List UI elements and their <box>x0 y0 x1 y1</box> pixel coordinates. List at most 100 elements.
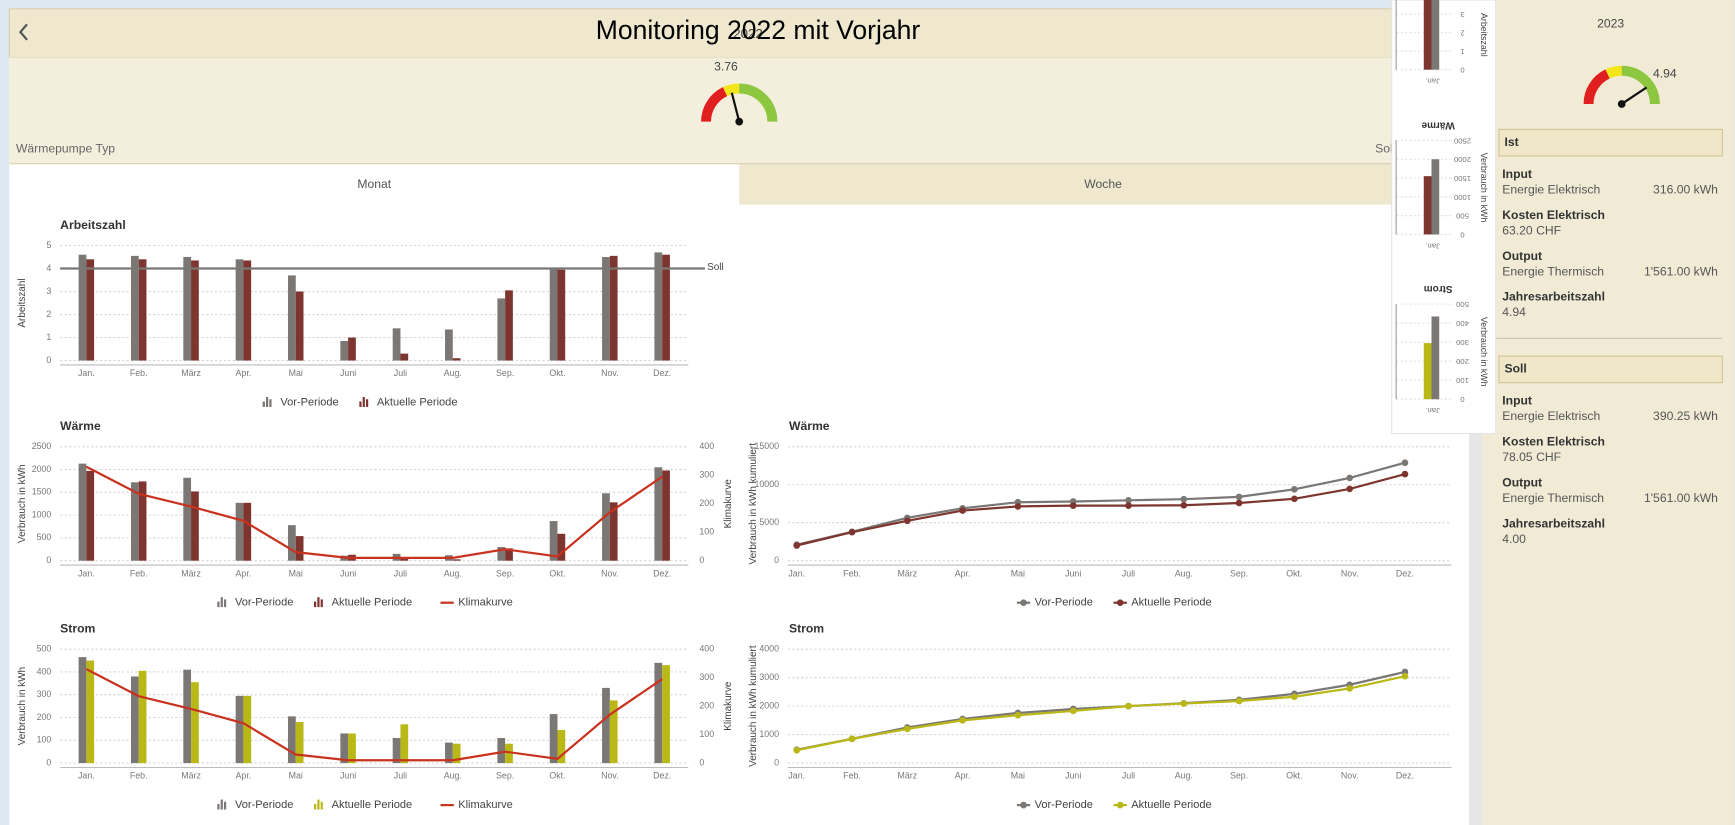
data-point <box>793 542 801 549</box>
data-point <box>959 507 966 514</box>
y2-tick-label: 100 <box>699 729 714 739</box>
x-tick-label: Okt. <box>549 568 565 578</box>
y-tick-label: 1 <box>46 332 51 342</box>
bar <box>348 733 356 764</box>
bar <box>183 257 192 361</box>
y-tick-label: 2000 <box>759 700 779 710</box>
x-tick-label: Okt. <box>1286 568 1302 578</box>
data-point <box>1346 485 1353 493</box>
data-line <box>85 668 663 762</box>
item-amount: 1'561.00 kWh <box>1644 264 1718 278</box>
section-title: Ist <box>1504 135 1518 149</box>
bar <box>557 269 566 361</box>
chart-title: Strom <box>789 621 824 635</box>
x-tick-label: Aug. <box>1175 568 1193 578</box>
x-tick-label: Nov. <box>1341 568 1358 578</box>
item-label: Input <box>1502 167 1532 181</box>
overlay-tick-label: 3 <box>1460 10 1464 19</box>
y2-tick-label: 300 <box>699 672 714 682</box>
item-label: Kosten Elektrisch <box>1502 435 1605 449</box>
data-point <box>1069 502 1077 509</box>
overlay-bar <box>1423 0 1432 70</box>
bar <box>549 268 558 361</box>
y-axis-label: Verbrauch in kWh <box>17 465 28 543</box>
bar <box>505 548 513 561</box>
item-detail: Energie Elektrisch <box>1502 182 1600 196</box>
overlay-tick-label: 300 <box>1456 338 1469 347</box>
item-detail: Energie Thermisch <box>1502 264 1604 278</box>
bar <box>602 493 610 561</box>
data-point <box>1291 693 1298 701</box>
x-tick-label: Feb. <box>130 368 148 378</box>
legend-label: Aktuelle Periode <box>1131 597 1211 609</box>
item-label: Kosten Elektrisch <box>1502 208 1605 222</box>
x-tick-label: Jan. <box>78 568 95 578</box>
tab-label[interactable]: Monat <box>357 177 391 191</box>
item-label: Output <box>1502 249 1542 263</box>
overlay-tick-label: 2500 <box>1454 136 1471 145</box>
x-tick-label: Mai <box>289 568 303 578</box>
x-tick-label: Feb. <box>843 568 861 578</box>
data-point <box>1125 702 1132 710</box>
legend-label: Aktuelle Periode <box>377 396 457 408</box>
x-tick-label: Aug. <box>444 771 462 781</box>
x-tick-label: Apr. <box>236 368 252 378</box>
bar <box>445 329 453 361</box>
bar <box>86 660 95 764</box>
bar <box>130 482 139 561</box>
gauge-arc <box>701 87 728 122</box>
bar <box>654 252 663 361</box>
y-tick-label: 400 <box>37 666 52 676</box>
x-tick-label: Feb. <box>130 771 148 781</box>
x-tick-label: Feb. <box>130 568 148 578</box>
bar <box>400 724 409 764</box>
gauge-hub <box>735 117 744 126</box>
data-point <box>1180 501 1188 509</box>
x-tick-label: Apr. <box>236 771 252 781</box>
bar <box>662 254 670 361</box>
x-tick-label: März <box>181 771 201 781</box>
chart-title: Arbeitszahl <box>60 218 126 232</box>
x-tick-label: Nov. <box>601 368 619 378</box>
y-tick-label: 0 <box>774 555 779 565</box>
x-tick-label: Mai <box>1011 568 1025 578</box>
bar <box>78 657 87 764</box>
y-tick-label: 200 <box>37 712 52 722</box>
data-line <box>796 461 1406 546</box>
data-line <box>796 473 1406 547</box>
legend-swatch <box>223 801 227 810</box>
section-header <box>1498 355 1723 384</box>
item-label: Jahresarbeitszahl <box>1502 290 1605 304</box>
y-axis-label: Verbrauch in kWh kumuliert <box>748 443 759 565</box>
tab-monat[interactable] <box>9 163 740 205</box>
overlay-category: Jan. <box>1425 241 1440 250</box>
gauge-arc <box>1621 65 1660 105</box>
legend-swatch <box>1020 599 1027 607</box>
legend-swatch <box>317 799 320 810</box>
gauge-arc <box>1605 65 1622 79</box>
x-tick-label: Jan. <box>788 771 805 781</box>
overlay-tick-label: 1000 <box>1454 193 1471 202</box>
legend-swatch <box>1020 801 1027 809</box>
gauge-year: 2022 <box>733 26 763 41</box>
data-point <box>1235 697 1243 705</box>
legend-label: Aktuelle Periode <box>332 799 412 811</box>
y2-tick-label: 400 <box>699 643 714 653</box>
bar <box>505 290 513 361</box>
tab-label[interactable]: Woche <box>1084 177 1122 191</box>
data-point <box>1291 485 1298 493</box>
legend-label: Klimakurve <box>458 597 513 609</box>
bar <box>191 260 199 361</box>
sidebar-gauge-value: 4.94 <box>1653 66 1677 80</box>
back-button[interactable] <box>18 23 28 41</box>
x-tick-label: Apr. <box>955 568 971 578</box>
x-tick-label: Dez. <box>1396 568 1414 578</box>
x-tick-label: Juli <box>1122 568 1135 578</box>
overlay-category: Jan. <box>1425 77 1440 86</box>
x-tick-label: Dez. <box>653 568 671 578</box>
tab-woche[interactable] <box>739 163 1470 205</box>
data-point <box>1069 707 1077 715</box>
overlay-bar <box>1431 159 1440 235</box>
bar <box>662 665 670 764</box>
